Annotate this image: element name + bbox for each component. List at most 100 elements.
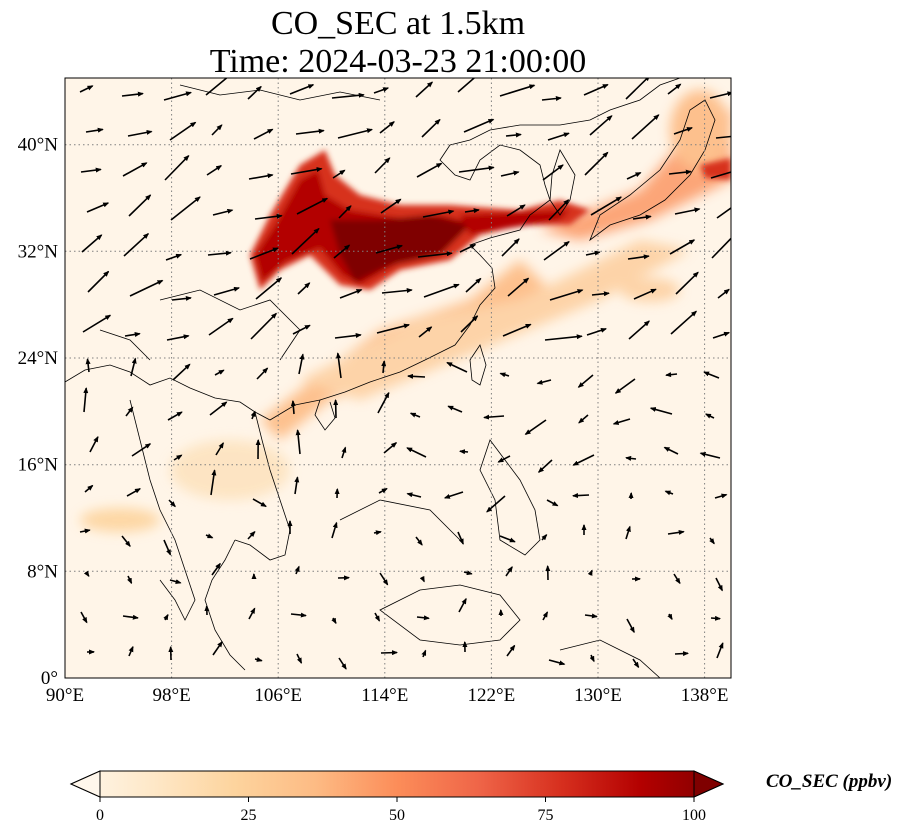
wind-arrow: [298, 353, 305, 375]
wind-arrow: [499, 535, 516, 543]
wind-arrow: [296, 197, 329, 215]
wind-arrow: [668, 169, 692, 175]
wind-arrow: [122, 614, 139, 620]
wind-arrow: [590, 196, 622, 216]
wind-arrow: [291, 227, 320, 255]
wind-arrow: [248, 607, 256, 620]
wind-arrow: [544, 334, 583, 341]
wind-arrow: [589, 654, 595, 663]
lat-tick-label: 32°N: [18, 241, 59, 262]
wind-arrow: [421, 649, 427, 658]
wind-arrow: [589, 115, 613, 136]
wind-arrow: [548, 199, 570, 221]
wind-arrow: [87, 270, 110, 293]
wind-arrow: [121, 91, 144, 97]
wind-arrow: [419, 575, 425, 583]
wind-arrow: [423, 283, 460, 298]
wind-arrow: [212, 208, 234, 216]
wind-arrow: [339, 288, 363, 299]
wind-arrow: [252, 498, 267, 508]
colorbar-tick-label: 75: [538, 807, 554, 824]
wind-arrow: [715, 135, 731, 139]
wind-arrow: [128, 645, 134, 657]
wind-arrow: [214, 369, 225, 376]
wind-arrow: [536, 379, 552, 385]
map-subtitle-time: Time: 2024-03-23 21:00:00: [209, 43, 587, 80]
wind-arrow: [710, 615, 721, 621]
wind-arrow: [673, 573, 681, 585]
wind-arrow: [211, 124, 223, 136]
colorbar: 0 25 50 75 100: [69, 770, 725, 824]
wind-arrow: [126, 488, 141, 497]
wind-arrow: [409, 412, 421, 418]
wind-arrow: [421, 118, 441, 138]
wind-arrow: [338, 205, 352, 219]
wind-arrow: [465, 277, 482, 293]
wind-arrow: [499, 84, 536, 97]
wind-arrow: [625, 525, 631, 540]
wind-arrow: [83, 387, 89, 413]
wind-arrow: [505, 566, 513, 577]
wind-arrow: [457, 531, 464, 545]
wind-arrow: [164, 154, 190, 181]
map-frame: [64, 77, 732, 679]
lon-tick-label: 130°E: [574, 685, 622, 706]
wind-arrow: [628, 320, 650, 340]
wind-arrow: [296, 653, 303, 664]
wind-arrow: [418, 326, 433, 338]
wind-arrow: [627, 254, 650, 260]
wind-arrow: [663, 446, 679, 455]
wind-arrow: [506, 644, 516, 657]
wind-arrow: [416, 162, 443, 178]
wind-arrow: [290, 167, 323, 175]
wind-arrow: [130, 357, 137, 377]
wind-arrow: [247, 530, 256, 540]
wind-arrow: [381, 360, 387, 374]
wind-arrow: [633, 288, 657, 300]
wind-arrow: [460, 315, 479, 333]
wind-arrow: [549, 289, 584, 301]
wind-arrow: [583, 83, 609, 96]
wind-arrow: [626, 618, 635, 634]
wind-arrow: [292, 324, 311, 335]
wind-arrow: [295, 429, 301, 455]
wind-arrow: [250, 410, 256, 420]
wind-arrow: [614, 378, 636, 394]
wind-arrow: [578, 414, 589, 424]
wind-arrow: [377, 391, 390, 414]
wind-arrow: [541, 534, 548, 541]
colorbar-tick-label: 25: [241, 807, 257, 824]
wind-arrow: [500, 170, 520, 177]
wind-arrow: [380, 650, 398, 656]
wind-arrow: [166, 334, 190, 341]
wind-arrow: [85, 127, 104, 133]
wind-arrow: [206, 165, 223, 176]
wind-arrow: [295, 128, 325, 135]
wind-arrow: [163, 613, 169, 621]
wind-arrow: [374, 612, 381, 622]
wind-arrow: [211, 562, 221, 576]
wind-arrow: [406, 447, 427, 458]
wind-arrow: [572, 454, 595, 466]
wind-arrow: [290, 612, 307, 618]
wind-arrow: [131, 443, 152, 457]
wind-arrow: [501, 238, 520, 257]
wind-arrow: [128, 194, 152, 217]
colorbar-tick-label: 50: [389, 807, 405, 824]
wind-arrow: [422, 209, 455, 218]
wind-arrow: [373, 87, 390, 94]
wind-arrow: [380, 198, 402, 214]
wind-arrow: [626, 171, 642, 180]
wind-arrow: [254, 657, 263, 662]
wind-arrow: [709, 91, 731, 99]
wind-arrow: [417, 251, 453, 258]
map-title: CO_SEC at 1.5km: [270, 5, 526, 42]
wind-arrow: [464, 208, 480, 214]
wind-arrow: [80, 167, 102, 173]
wind-arrow: [710, 171, 731, 179]
wind-arrow: [542, 611, 549, 621]
wind-arrow: [709, 537, 715, 545]
wind-arrow: [415, 81, 434, 98]
wind-arrow: [716, 207, 731, 219]
